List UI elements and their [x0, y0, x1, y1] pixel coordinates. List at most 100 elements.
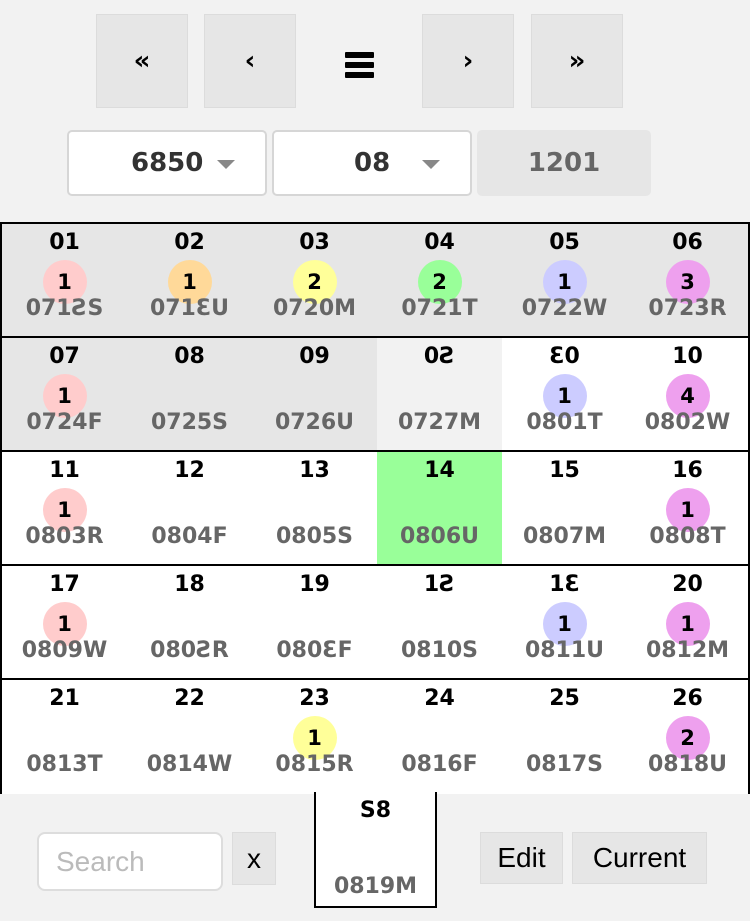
day-label: 19	[299, 572, 330, 597]
calendar-cell[interactable]: 18 080ƧR	[127, 566, 252, 680]
double-chevron-left-icon: «	[133, 46, 151, 76]
calendar-cell[interactable]: 10 4 0802W	[627, 338, 748, 452]
current-button[interactable]: Current	[572, 832, 707, 884]
calendar-cell[interactable]: 04 2 0721T	[377, 224, 502, 338]
day-label: 15	[549, 458, 580, 483]
day-label: 0Ƨ	[423, 344, 456, 369]
event-count-badge: 1	[292, 716, 337, 760]
calendar-cell[interactable]: 25 0817S	[502, 680, 627, 794]
day-label: 21	[49, 686, 80, 711]
calendar-cell[interactable]: 1Ɛ 1 0811U	[502, 566, 627, 680]
calendar-grid: 01 1 071ƧS 02 1 071ƐU 03 2 0720M 04 2 0721T 05 1 0722W…	[0, 222, 750, 794]
day-code: 0802W	[644, 410, 731, 435]
day-code: 0804F	[151, 524, 228, 549]
clear-search-button[interactable]: x	[232, 832, 276, 885]
calendar-cell[interactable]: 08 0725S	[127, 338, 252, 452]
calendar-cell[interactable]: 23 1 0815R	[252, 680, 377, 794]
day-code: 0806U	[399, 524, 480, 549]
day-code: 080ƐF	[276, 638, 353, 663]
day-label: 07	[49, 344, 80, 369]
day-code: 0722W	[521, 296, 608, 321]
calendar-cell[interactable]: Ɛ0 1 0801T	[502, 338, 627, 452]
day-label: 06	[672, 230, 703, 255]
event-count-badge: 1	[42, 602, 87, 646]
day-label: 14	[424, 458, 455, 483]
day-code: 0807M	[522, 524, 607, 549]
calendar-cell[interactable]: 26 2 0818U	[627, 680, 748, 794]
search-input[interactable]	[37, 832, 223, 891]
event-count-badge: 2	[417, 260, 462, 304]
day-label: 25	[549, 686, 580, 711]
day-label: 1Ƨ	[423, 572, 456, 597]
day-code: 080ƧR	[150, 638, 229, 663]
day-label: 23	[299, 686, 330, 711]
day-label: 18	[174, 572, 205, 597]
day-code: 0818U	[647, 752, 728, 777]
calendar-cell[interactable]: 06 3 0723R	[627, 224, 748, 338]
calendar-cell[interactable]: 19 080ƐF	[252, 566, 377, 680]
day-label: 12	[174, 458, 205, 483]
calendar-cell[interactable]: 12 0804F	[127, 452, 252, 566]
day-code: 0724F	[26, 410, 103, 435]
month-value: 08	[354, 148, 391, 178]
calendar-cell[interactable]: 14 0806U	[377, 452, 502, 566]
calendar-cell[interactable]: 01 1 071ƧS	[2, 224, 127, 338]
day-code: 071ƧS	[25, 296, 104, 321]
day-label: 16	[672, 458, 703, 483]
day-label: 13	[299, 458, 330, 483]
calendar-week-row: 17 1 0809W 18 080ƧR 19 080ƐF 1Ƨ 0810S 1Ɛ 1 0811U 20 1…	[2, 564, 748, 680]
calendar-cell[interactable]: 02 1 071ƐU	[127, 224, 252, 338]
calendar-week-row: 07 1 0724F 08 0725S 09 0726U 0Ƨ 0727M Ɛ0 1 0801T 10 4…	[2, 336, 748, 452]
double-chevron-right-icon: »	[568, 46, 586, 76]
day-code: 0725S	[150, 410, 229, 435]
chevron-right-icon: ›	[462, 46, 474, 76]
dropdown-arrow-icon	[422, 160, 440, 169]
previous-button[interactable]: ‹	[204, 14, 296, 108]
day-label: 03	[299, 230, 330, 255]
day-code: 0723R	[648, 296, 727, 321]
day-label: 24	[424, 686, 455, 711]
readonly-value: 1201	[477, 130, 651, 196]
day-label: 05	[549, 230, 580, 255]
calendar-cell[interactable]: 17 1 0809W	[2, 566, 127, 680]
first-page-button[interactable]: «	[96, 14, 188, 108]
day-label: 02	[174, 230, 205, 255]
calendar-cell[interactable]: 1Ƨ 0810S	[377, 566, 502, 680]
calendar-cell[interactable]: 07 1 0724F	[2, 338, 127, 452]
calendar-cell[interactable]: 16 1 0808T	[627, 452, 748, 566]
next-button[interactable]: ›	[422, 14, 514, 108]
day-code: 0805S	[275, 524, 354, 549]
hamburger-menu-icon[interactable]	[345, 52, 374, 78]
day-code: 0801T	[526, 410, 603, 435]
day-label: 10	[672, 344, 703, 369]
calendar-cell[interactable]: 0Ƨ 0727M	[377, 338, 502, 452]
calendar-cell[interactable]: 22 0814W	[127, 680, 252, 794]
day-label: 26	[672, 686, 703, 711]
calendar-cell[interactable]: 05 1 0722W	[502, 224, 627, 338]
calendar-cell[interactable]: 21 0813T	[2, 680, 127, 794]
day-code: 0813T	[26, 752, 103, 777]
month-select[interactable]: 08	[272, 130, 472, 196]
dropdown-arrow-icon	[217, 160, 235, 169]
calendar-cell[interactable]: 03 2 0720M	[252, 224, 377, 338]
calendar-week-row: 01 1 071ƧS 02 1 071ƐU 03 2 0720M 04 2 0721T 05 1 0722W…	[2, 224, 748, 338]
day-code: 0721T	[401, 296, 478, 321]
day-code: 0809W	[21, 638, 108, 663]
calendar-cell[interactable]: 11 1 0803R	[2, 452, 127, 566]
calendar-cell[interactable]: 09 0726U	[252, 338, 377, 452]
day-code: 0811U	[524, 638, 605, 663]
edit-button[interactable]: Edit	[480, 832, 563, 884]
event-count-badge: 1	[542, 602, 587, 646]
calendar-cell[interactable]: 15 0807M	[502, 452, 627, 566]
calendar-week-row: 21 0813T 22 0814W 23 1 0815R 24 0816F 25 0817S 26 2 0…	[2, 678, 748, 794]
day-code: 0817S	[525, 752, 604, 777]
event-count-badge: 1	[42, 260, 87, 304]
day-code: 071ƐU	[149, 296, 230, 321]
calendar-cell[interactable]: 13 0805S	[252, 452, 377, 566]
calendar-cell-extra[interactable]: S8 0819M	[314, 792, 437, 908]
year-select[interactable]: 6850	[67, 130, 267, 196]
calendar-cell[interactable]: 20 1 0812M	[627, 566, 748, 680]
calendar-cell[interactable]: 24 0816F	[377, 680, 502, 794]
last-page-button[interactable]: »	[531, 14, 623, 108]
day-code: 0808T	[649, 524, 726, 549]
